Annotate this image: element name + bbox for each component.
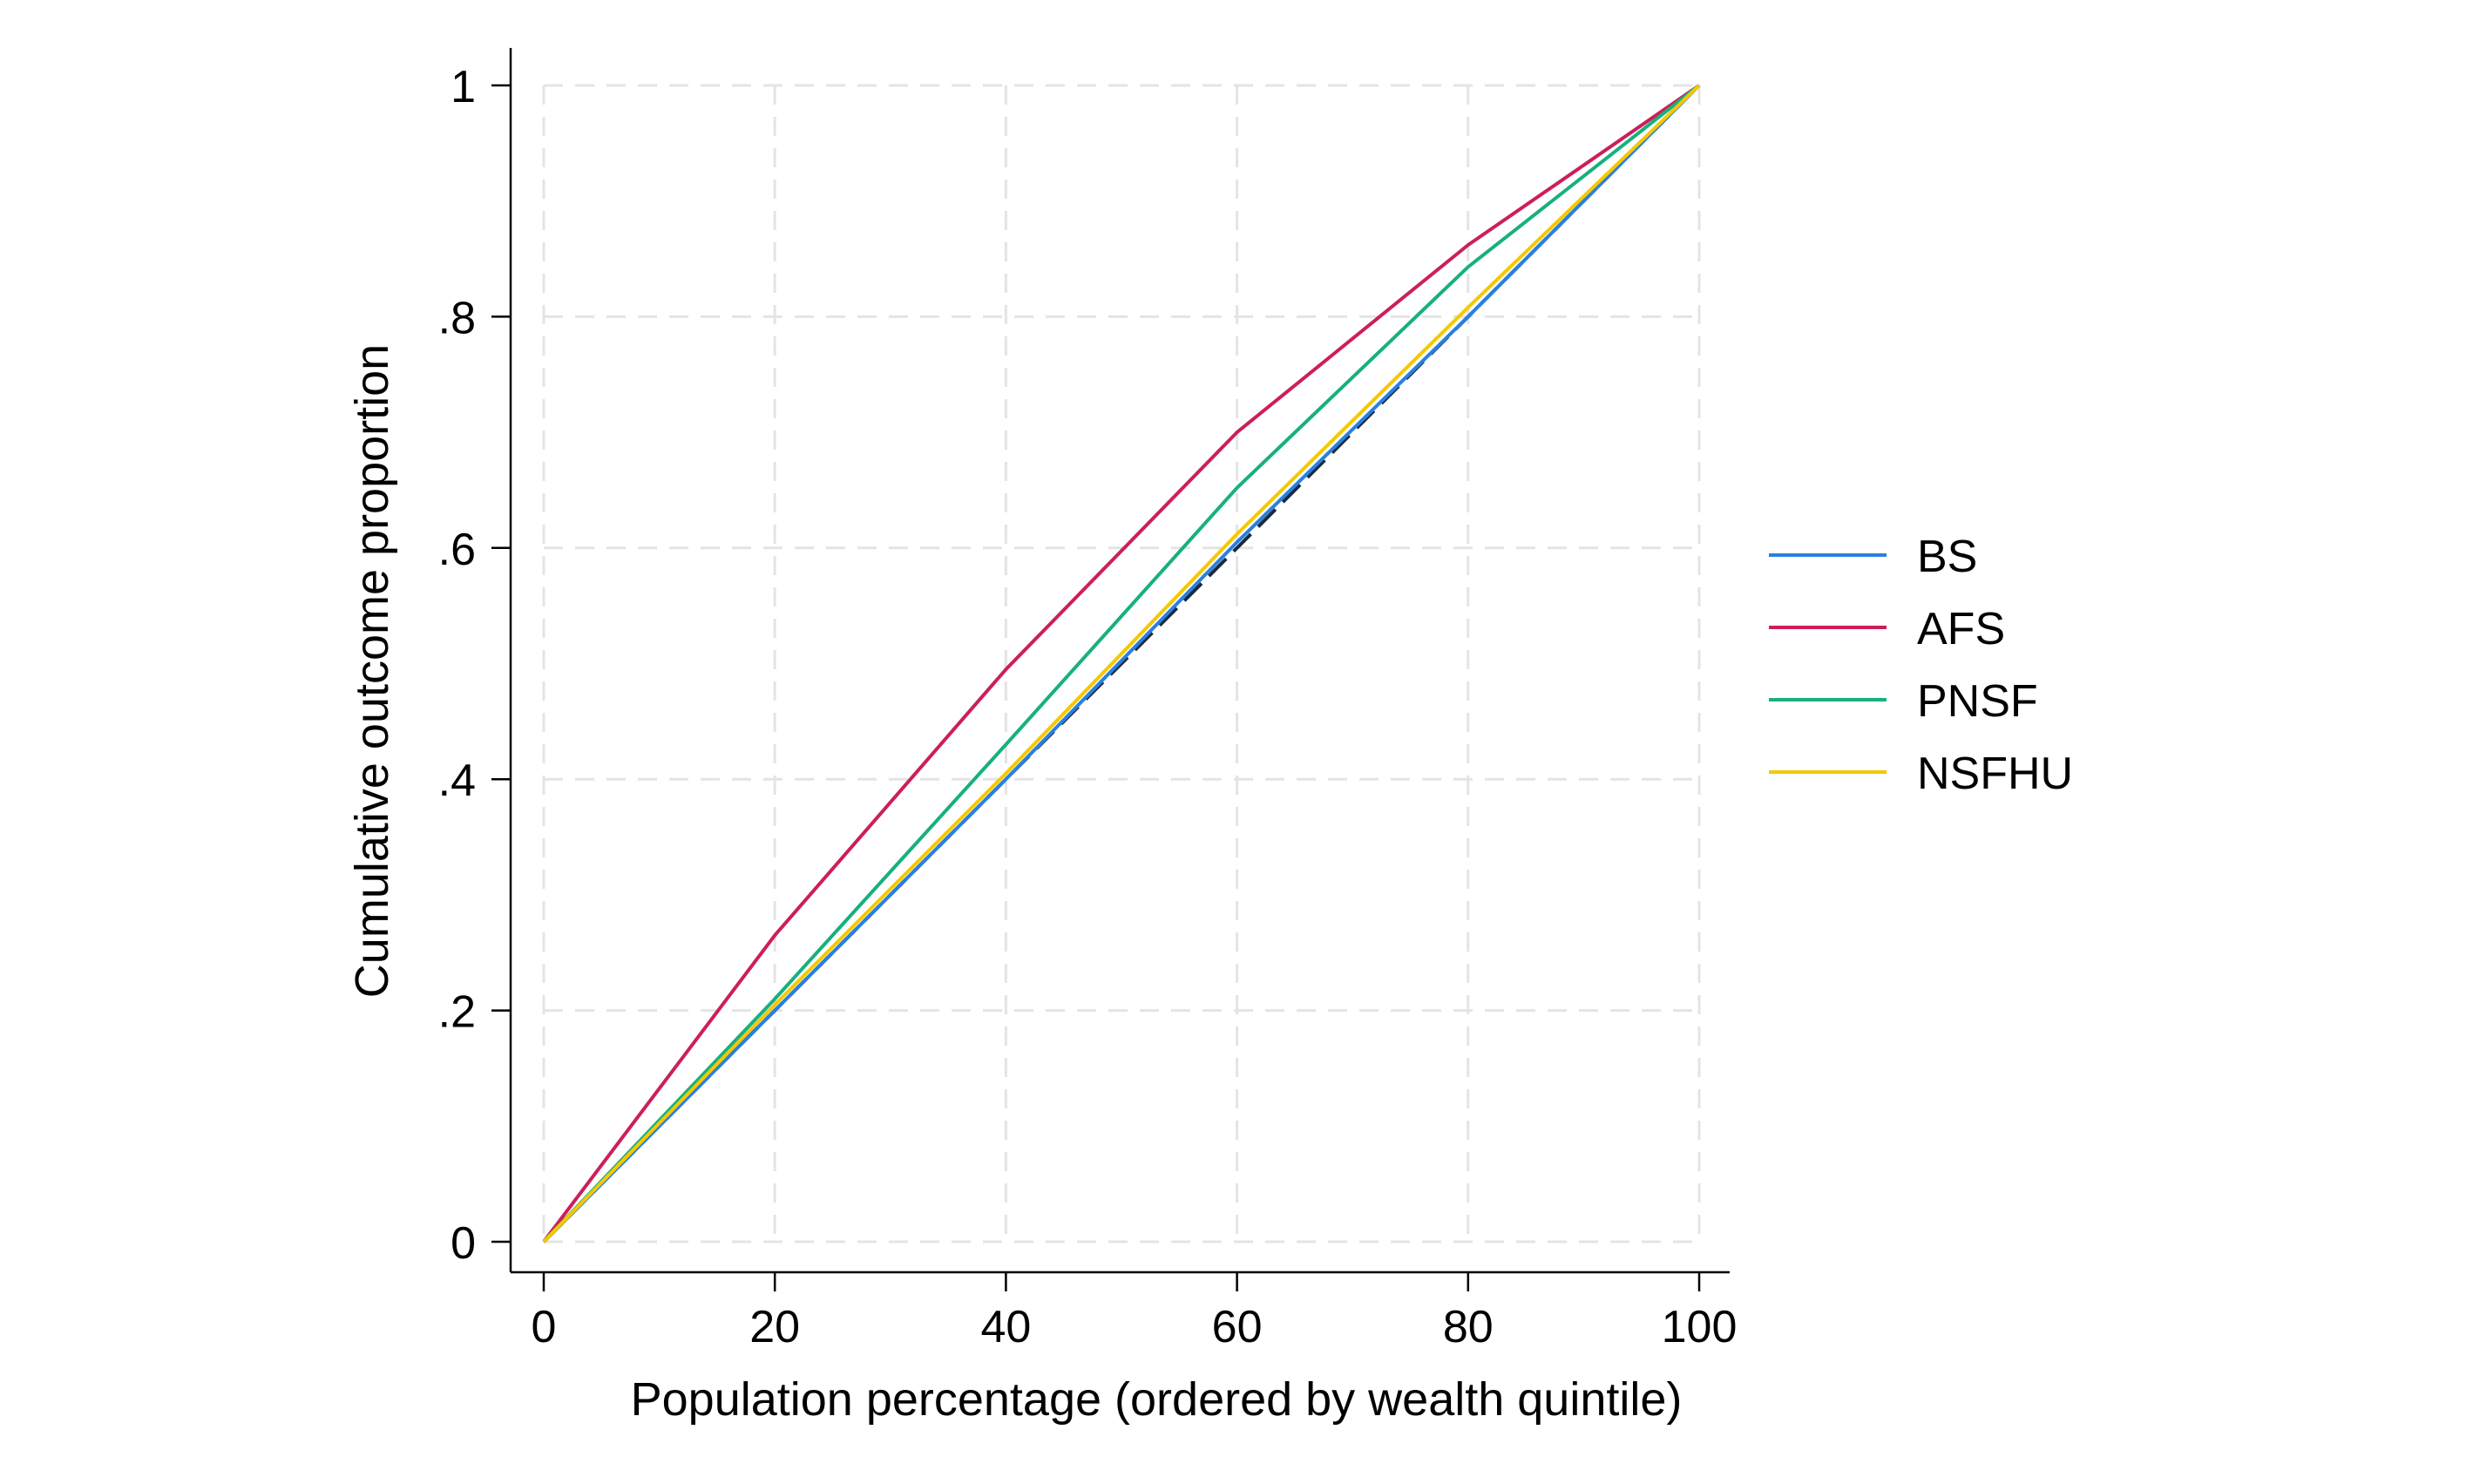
x-tick-label-1: 20 [749, 1302, 800, 1352]
series-line-afs [542, 84, 1701, 1243]
series-layer [542, 84, 1701, 1243]
y-tick-label-4: .8 [438, 293, 476, 343]
x-tick-label-4: 80 [1443, 1302, 1494, 1352]
y-tick-label-1: .2 [438, 987, 476, 1038]
legend-label-bs: BS [1917, 532, 1977, 582]
y-tick-label-5: 1 [451, 62, 476, 112]
legend: BS AFS PNSF NSFHU [1769, 532, 2073, 799]
x-axis-title: Population percentage (ordered by wealth… [631, 1373, 1683, 1426]
x-tick-label-0: 0 [532, 1302, 557, 1352]
x-tick-label-3: 60 [1212, 1302, 1263, 1352]
legend-label-nsfhu: NSFHU [1917, 749, 2073, 799]
y-tick-label-2: .4 [438, 756, 476, 806]
series-line-bs [542, 84, 1701, 1243]
y-tick-label-3: .6 [438, 525, 476, 575]
x-tick-label-5: 100 [1662, 1302, 1738, 1352]
axes-layer [509, 48, 1730, 1274]
y-tick-label-0: 0 [451, 1218, 476, 1269]
ticks-layer: 0 20 40 60 80 100 0 .2 .4 .6 .8 1 [438, 62, 1738, 1352]
y-axis-title: Cumulative outcome proportion [346, 344, 398, 998]
x-tick-label-2: 40 [980, 1302, 1031, 1352]
legend-label-pnsf: PNSF [1917, 676, 2038, 727]
legend-label-afs: AFS [1917, 604, 2005, 654]
series-line-pnsf [542, 84, 1701, 1243]
grid-layer [542, 84, 1701, 1243]
series-line-nsfhu [542, 84, 1701, 1243]
